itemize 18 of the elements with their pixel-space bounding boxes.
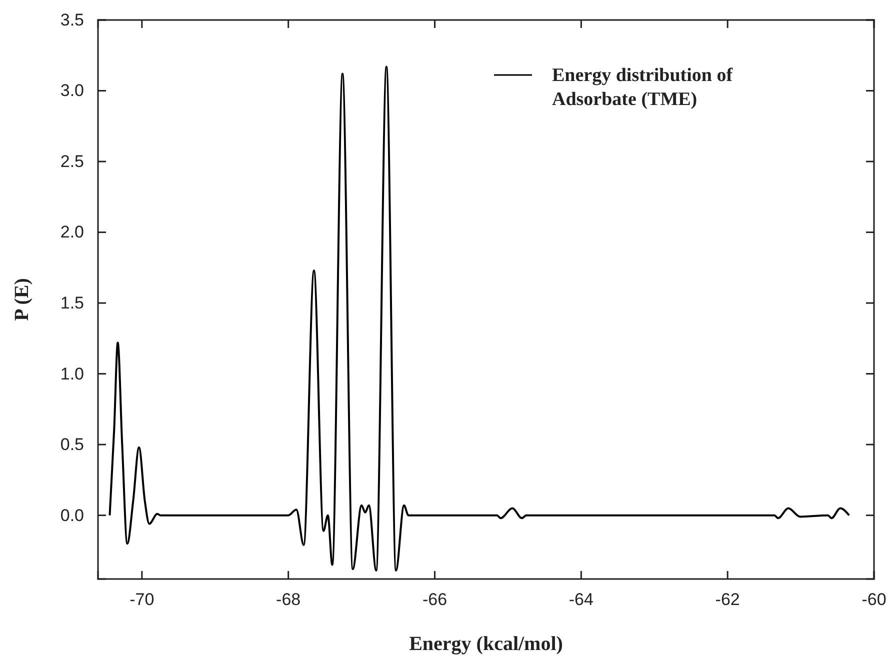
y-tick-label: 0.0	[60, 506, 84, 525]
x-axis-title: Energy (kcal/mol)	[409, 633, 563, 655]
y-axis-title: P (E)	[11, 278, 33, 321]
line-series	[108, 66, 850, 572]
x-tick-label: -66	[422, 590, 448, 610]
y-tick-label: 3.0	[60, 81, 84, 100]
x-tick-label: -62	[715, 590, 740, 610]
y-tick-label: 0.5	[60, 434, 84, 454]
y-tick-label: 3.5	[60, 10, 84, 30]
x-tick-label: -60	[862, 590, 886, 610]
x-tick-label: -64	[568, 590, 594, 610]
y-tick-label: 1.0	[60, 364, 84, 384]
x-tick-label: -68	[276, 590, 301, 610]
y-tick-label: 2.0	[60, 222, 84, 242]
legend-label: Energy distribution of Adsorbate (TME)	[552, 65, 734, 110]
x-tick-label: -70	[130, 590, 154, 610]
y-tick-label: 1.5	[60, 293, 84, 312]
y-tick-label: 2.5	[60, 152, 84, 171]
